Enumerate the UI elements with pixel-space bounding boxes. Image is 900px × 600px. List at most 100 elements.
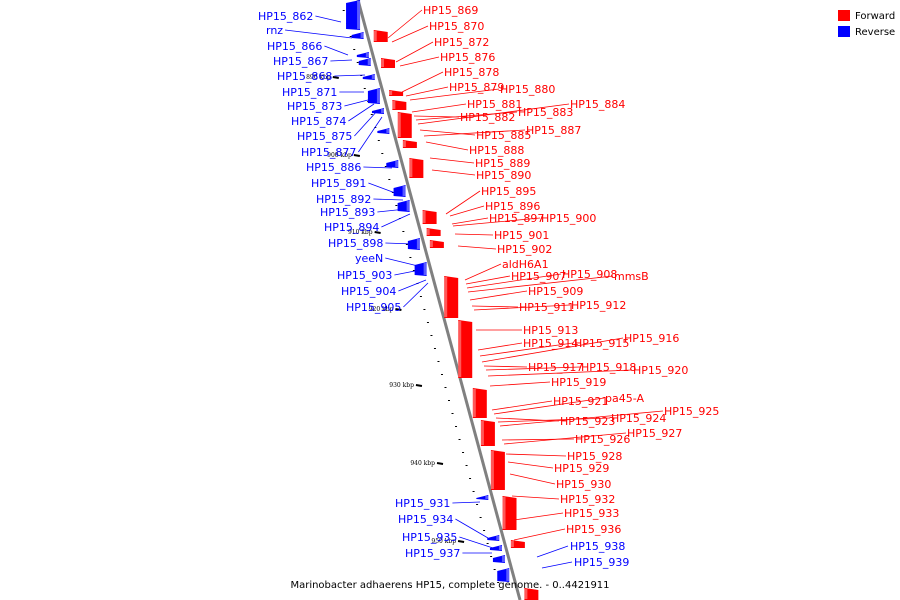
gene-shade [498, 546, 502, 550]
gene-shade [360, 33, 364, 38]
minor-tick [377, 140, 380, 141]
reverse-gene-block [492, 555, 505, 563]
reverse-gene-leader [455, 518, 489, 539]
reverse-gene-leader [536, 545, 569, 558]
legend: Forward Reverse [838, 10, 895, 38]
minor-tick [483, 530, 486, 531]
reverse-gene-label: rnz [266, 24, 283, 37]
forward-gene-leader [429, 157, 475, 164]
reverse-gene-label: HP15_873 [287, 100, 342, 113]
minor-tick [476, 504, 479, 505]
forward-gene-leader [391, 25, 429, 43]
gene-shade [496, 536, 500, 540]
reverse-gene-block [377, 128, 390, 134]
reverse-gene-label: HP15_893 [320, 206, 375, 219]
reverse-gene-leader [398, 279, 427, 292]
minor-tick [384, 166, 387, 167]
forward-gene-block [510, 540, 525, 548]
tick-label: 950 kbp [431, 538, 456, 545]
reverse-gene-leader [315, 15, 342, 23]
minor-tick [455, 426, 458, 427]
reverse-gene-block [367, 88, 380, 104]
reverse-gene-leader [358, 116, 383, 153]
forward-gene-label: pa45-A [605, 392, 644, 405]
gene-shade [506, 569, 510, 581]
tick-label: 920 kbp [369, 306, 394, 313]
reverse-gene-leader [459, 536, 494, 549]
forward-gene-leader [473, 304, 571, 311]
tick-mark [395, 308, 402, 311]
forward-gene-leader [511, 495, 560, 500]
forward-gene-label: HP15_930 [556, 478, 611, 491]
gene-shade [502, 497, 506, 529]
forward-gene-leader [395, 41, 434, 63]
gene-shade [458, 321, 462, 377]
reverse-gene-label: HP15_866 [267, 40, 322, 53]
gene-shade [510, 541, 514, 547]
forward-gene-leader [457, 245, 497, 250]
tick-label: 930 kbp [389, 382, 414, 389]
forward-gene-label: HP15_920 [633, 364, 688, 377]
minor-tick [409, 257, 412, 258]
reverse-gene-label: HP15_898 [328, 237, 383, 250]
reverse-gene-leader [377, 208, 407, 213]
reverse-gene-label: HP15_868 [277, 70, 332, 83]
forward-gene-label: HP15_936 [566, 523, 621, 536]
forward-gene-leader [491, 400, 553, 411]
forward-gene-label: HP15_880 [500, 83, 555, 96]
forward-gene-block [426, 228, 441, 236]
reverse-gene-leader [344, 99, 369, 107]
minor-tick [370, 114, 373, 115]
forward-gene-label: HP15_887 [526, 124, 581, 137]
forward-gene-label: HP15_879 [449, 81, 504, 94]
gene-shade [480, 421, 484, 445]
forward-gene-label: HP15_901 [494, 229, 549, 242]
reverse-gene-label: HP15_891 [311, 177, 366, 190]
forward-gene-block [373, 30, 388, 42]
forward-gene-leader [401, 71, 444, 93]
forward-gene-label: HP15_923 [560, 415, 615, 428]
reverse-gene-leader [330, 59, 353, 62]
forward-gene-block [502, 496, 517, 530]
legend-reverse-label: Reverse [855, 27, 895, 38]
forward-gene-leader [505, 453, 567, 457]
gene-shade [380, 109, 384, 113]
tick-mark [415, 384, 423, 387]
reverse-gene-label: HP15_931 [395, 497, 450, 510]
forward-gene-leader [419, 129, 476, 136]
minor-tick [363, 88, 366, 89]
forward-gene-leader [493, 397, 605, 415]
reverse-gene-label: HP15_935 [402, 531, 457, 544]
reverse-gene-block [362, 74, 375, 80]
reverse-gene-label: HP15_871 [282, 86, 337, 99]
forward-gene-leader [464, 263, 502, 281]
forward-gene-label: HP15_888 [469, 144, 524, 157]
genome-axis [356, 0, 522, 600]
forward-gene-label: HP15_870 [429, 20, 484, 33]
forward-gene-label: HP15_932 [560, 493, 615, 506]
forward-gene-block [392, 100, 407, 110]
forward-gene-leader [465, 275, 511, 285]
tick-mark [457, 540, 465, 543]
legend-forward-label: Forward [855, 11, 895, 22]
forward-gene-label: HP15_869 [423, 4, 478, 17]
gene-shade [406, 201, 410, 211]
reverse-gene-label: HP15_904 [341, 285, 396, 298]
gene-shade [367, 59, 371, 65]
reverse-gene-label: HP15_934 [398, 513, 453, 526]
legend-forward-swatch [838, 10, 850, 21]
forward-gene-label: HP15_907 [511, 270, 566, 283]
tick-mark [353, 154, 361, 157]
gene-shade [381, 59, 385, 67]
gene-shade [416, 239, 420, 249]
minor-tick [479, 517, 482, 518]
gene-shade [422, 211, 426, 223]
map-caption: Marinobacter adhaerens HP15, complete ge… [290, 580, 609, 591]
minor-tick [493, 569, 496, 570]
gene-shade [389, 91, 393, 95]
minor-tick [349, 36, 352, 37]
forward-gene-leader [411, 103, 467, 113]
gene-shade [365, 53, 369, 57]
forward-gene-block [409, 158, 424, 178]
